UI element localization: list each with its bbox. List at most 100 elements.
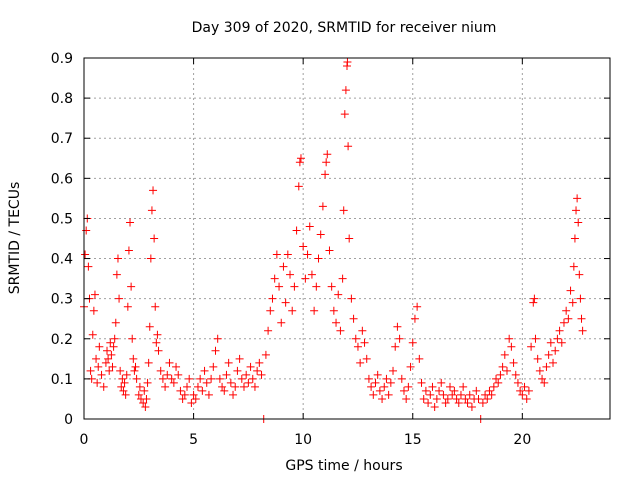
data-point [378,394,387,403]
chart-title: Day 309 of 2020, SRMTID for receiver niu… [192,20,497,36]
data-point [145,322,154,331]
data-point [314,254,323,263]
data-point [369,390,378,399]
data-point [474,394,483,403]
data-point [322,158,331,167]
data-point [530,294,539,303]
y-tick-label: 0.8 [51,91,73,107]
data-point [323,150,332,159]
data-point [257,370,266,379]
data-point [373,370,382,379]
data-point [542,362,551,371]
data-point [200,366,209,375]
data-point [119,386,128,395]
data-point [472,386,481,395]
data-point [485,386,494,395]
data-point [132,374,141,383]
data-point [286,270,295,279]
data-point [415,354,424,363]
data-point [128,334,137,343]
data-point [129,354,138,363]
data-point [516,386,525,395]
data-point [187,398,196,407]
data-point [266,306,275,315]
data-point [198,386,207,395]
data-point [329,306,338,315]
data-point [264,326,273,335]
data-point [339,206,348,215]
data-point [283,250,292,259]
data-point [393,322,402,331]
data-point [118,374,127,383]
data-point [459,382,468,391]
data-point [112,270,121,279]
data-point [146,254,155,263]
data-point [511,370,520,379]
data-point [336,326,345,335]
data-point [178,394,187,403]
data-point [248,374,257,383]
data-point [391,342,400,351]
y-tick-label: 0.5 [51,211,73,227]
data-point [135,382,144,391]
data-point [106,338,115,347]
data-point [279,262,288,271]
data-point [220,386,229,395]
data-point [127,282,136,291]
data-point [404,382,413,391]
data-point [437,378,446,387]
data-point [509,358,518,367]
data-point [144,358,153,367]
data-point [465,390,474,399]
data-point [255,358,264,367]
data-point [292,226,301,235]
data-point [344,142,353,151]
data-point [573,194,582,203]
y-tick-label: 0.1 [51,372,73,388]
data-point [559,318,568,327]
y-tick-label: 0.7 [51,131,73,147]
data-point [261,350,270,359]
data-point [347,294,356,303]
data-point [448,390,457,399]
y-tick-label: 0 [64,412,73,428]
data-point [139,398,148,407]
data-point [389,366,398,375]
data-point [295,158,304,167]
data-point [505,334,514,343]
data-point [531,334,540,343]
data-point [246,362,255,371]
data-point [290,282,299,291]
data-point [183,382,192,391]
data-point [406,362,415,371]
data-point [215,374,224,383]
data-point [557,338,566,347]
data-point [568,298,577,307]
data-point [301,274,310,283]
data-point [432,394,441,403]
data-point [570,234,579,243]
data-point [305,222,314,231]
data-point [169,378,178,387]
data-point [105,366,114,375]
data-point [288,306,297,315]
data-point [340,110,349,119]
data-point [507,342,516,351]
data-point [151,302,160,311]
data-point [253,366,262,375]
ticks-layer: 0 0.1 0.2 0.3 0.4 0.5 0.6 0.7 0.8 0.9 0 5 10 15 20 [51,51,610,448]
data-point [244,378,253,387]
data-point [174,370,183,379]
data-point [165,358,174,367]
data-point [108,362,117,371]
data-point [483,394,492,403]
data-point [113,254,122,263]
data-point [524,386,533,395]
data-point [224,358,233,367]
plot-frame [83,57,611,420]
data-point [86,366,95,375]
x-axis-label: GPS time / hours [285,458,402,474]
data-point [544,350,553,359]
data-point [397,374,406,383]
